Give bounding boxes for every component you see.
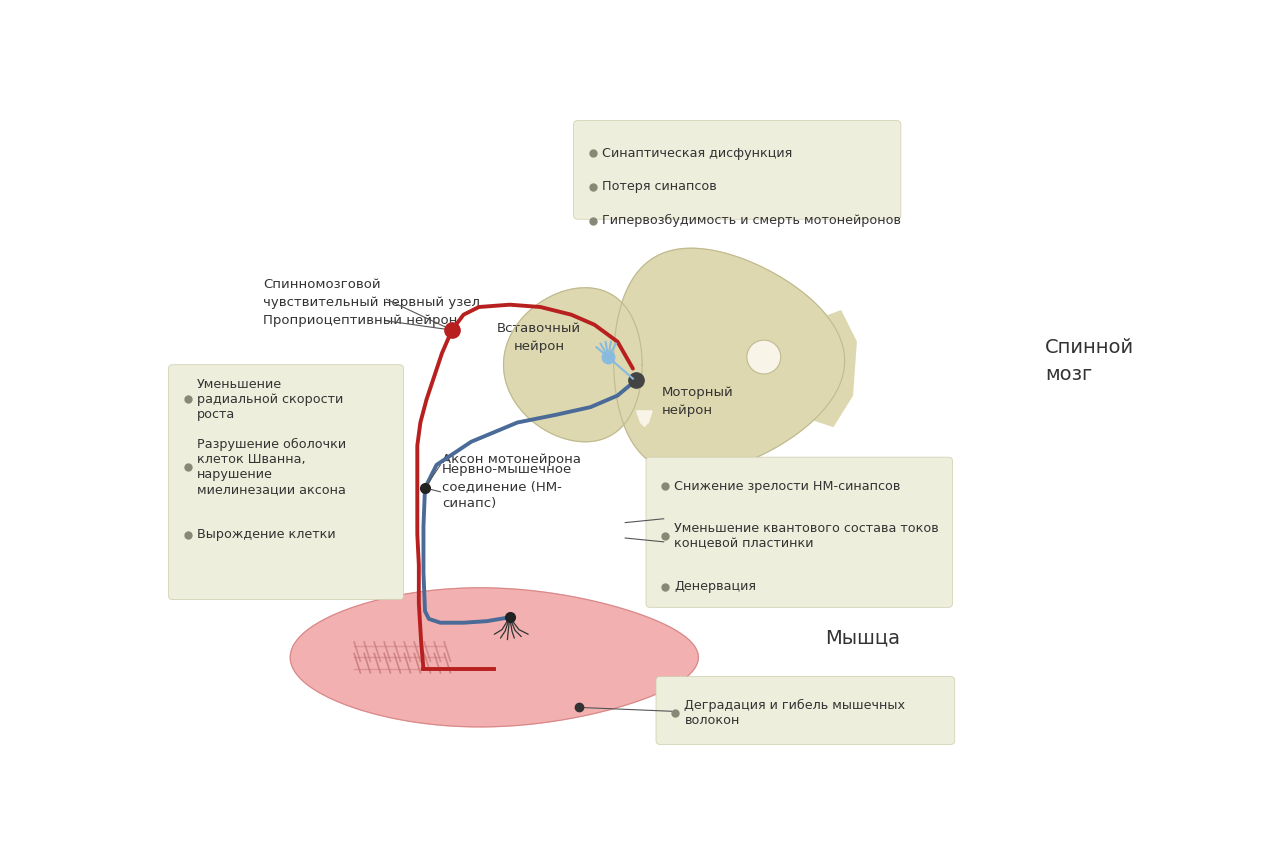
Polygon shape xyxy=(291,588,699,727)
Text: Мышца: Мышца xyxy=(826,629,900,648)
Text: Нервно-мышечное
соединение (НМ-
синапс): Нервно-мышечное соединение (НМ- синапс) xyxy=(442,463,572,510)
Polygon shape xyxy=(636,264,648,307)
Polygon shape xyxy=(636,411,652,426)
FancyBboxPatch shape xyxy=(657,677,955,745)
Text: Проприоцептивный нейрон: Проприоцептивный нейрон xyxy=(264,314,458,327)
Text: Гипервозбудимость и смерть мотонейронов: Гипервозбудимость и смерть мотонейронов xyxy=(602,214,901,227)
Text: Денервация: Денервация xyxy=(675,580,756,593)
Text: Вырождение клетки: Вырождение клетки xyxy=(197,529,335,541)
FancyBboxPatch shape xyxy=(169,365,403,600)
Text: Деградация и гибель мышечных
волокон: Деградация и гибель мышечных волокон xyxy=(685,698,905,727)
Text: Вставочный
нейрон: Вставочный нейрон xyxy=(497,323,581,353)
FancyBboxPatch shape xyxy=(573,121,901,220)
Polygon shape xyxy=(590,315,691,414)
Text: Снижение зрелости НМ-синапсов: Снижение зрелости НМ-синапсов xyxy=(675,480,901,492)
Text: Потеря синапсов: Потеря синапсов xyxy=(602,180,717,193)
Text: Уменьшение квантового состава токов
концевой пластинки: Уменьшение квантового состава токов конц… xyxy=(675,523,940,551)
Text: Спинномозговой
чувствительный нервный узел: Спинномозговой чувствительный нервный уз… xyxy=(264,278,480,310)
Polygon shape xyxy=(613,248,845,474)
Text: Аксон мотонейрона: Аксон мотонейрона xyxy=(442,453,581,466)
Text: Уменьшение
радиальной скорости
роста: Уменьшение радиальной скорости роста xyxy=(197,378,343,421)
Text: Спинной
мозг: Спинной мозг xyxy=(1044,338,1134,384)
Circle shape xyxy=(746,340,781,374)
Polygon shape xyxy=(791,311,856,426)
Text: Синаптическая дисфункция: Синаптическая дисфункция xyxy=(602,147,792,160)
FancyBboxPatch shape xyxy=(646,457,952,607)
Text: Моторный
нейрон: Моторный нейрон xyxy=(662,386,733,417)
Polygon shape xyxy=(503,287,643,442)
Text: Разрушение оболочки
клеток Шванна,
нарушение
миелинезации аксона: Разрушение оболочки клеток Шванна, наруш… xyxy=(197,438,346,496)
